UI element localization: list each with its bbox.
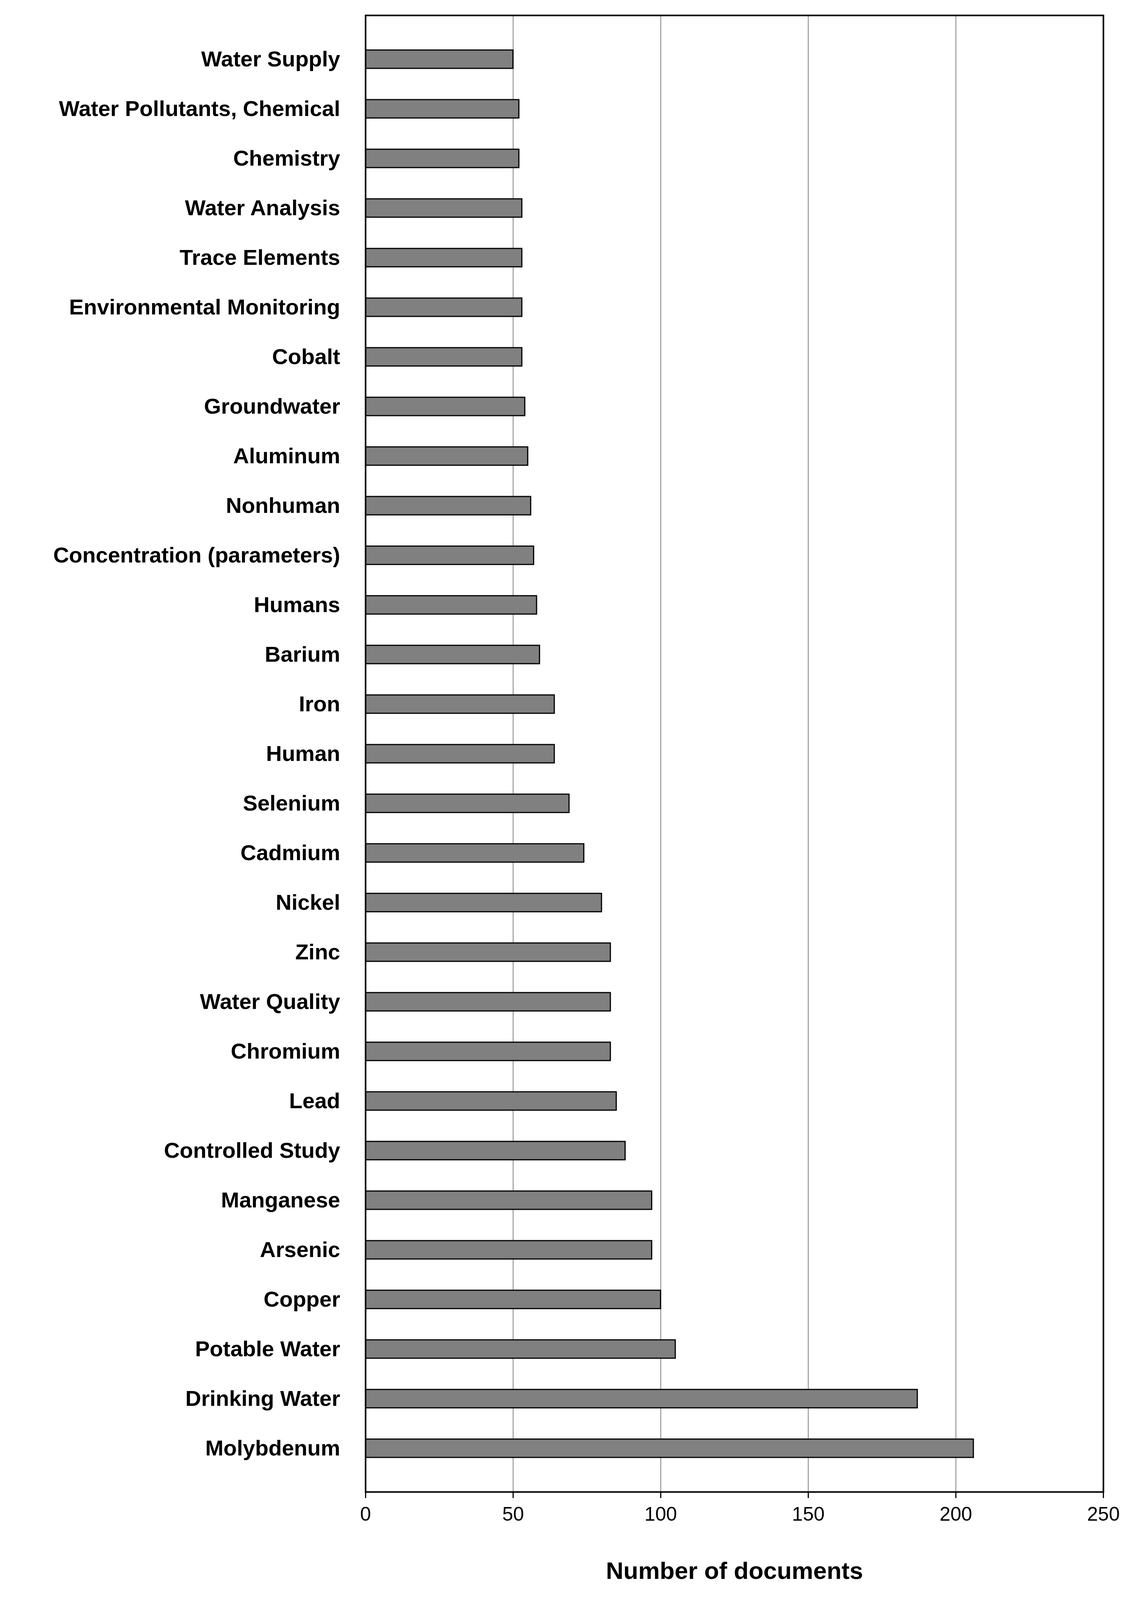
svg-text:Drinking Water: Drinking Water <box>185 1386 340 1412</box>
svg-text:Manganese: Manganese <box>221 1188 341 1213</box>
svg-text:Water Quality: Water Quality <box>200 989 341 1015</box>
svg-text:Chemistry: Chemistry <box>233 145 341 171</box>
svg-text:Groundwater: Groundwater <box>203 393 340 419</box>
svg-text:Arsenic: Arsenic <box>259 1237 340 1263</box>
svg-text:Controlled Study: Controlled Study <box>163 1138 340 1164</box>
svg-text:Number of documents: Number of documents <box>606 1557 864 1585</box>
svg-text:Barium: Barium <box>264 642 341 667</box>
svg-text:50: 50 <box>502 1503 525 1526</box>
svg-text:Human: Human <box>266 741 341 766</box>
svg-text:Water Analysis: Water Analysis <box>184 195 340 221</box>
svg-text:100: 100 <box>644 1503 677 1526</box>
svg-text:Environmental Monitoring: Environmental Monitoring <box>69 294 341 320</box>
svg-text:Cadmium: Cadmium <box>240 840 340 866</box>
svg-text:Cobalt: Cobalt <box>271 344 340 369</box>
svg-text:150: 150 <box>792 1503 825 1526</box>
svg-text:Molybdenum: Molybdenum <box>205 1436 340 1461</box>
svg-text:Concentration (parameters): Concentration (parameters) <box>53 542 340 568</box>
svg-text:Zinc: Zinc <box>295 939 340 965</box>
svg-text:200: 200 <box>939 1503 972 1526</box>
svg-text:Nickel: Nickel <box>275 890 341 915</box>
svg-text:Water Pollutants, Chemical: Water Pollutants, Chemical <box>59 96 341 121</box>
svg-text:Water Supply: Water Supply <box>201 46 341 72</box>
svg-text:Iron: Iron <box>298 691 341 717</box>
svg-text:Trace Elements: Trace Elements <box>179 245 341 270</box>
svg-text:Lead: Lead <box>289 1088 341 1114</box>
svg-text:250: 250 <box>1087 1503 1120 1526</box>
svg-text:Copper: Copper <box>263 1287 341 1312</box>
svg-text:Humans: Humans <box>254 592 341 618</box>
svg-text:Selenium: Selenium <box>243 790 341 816</box>
svg-text:Potable Water: Potable Water <box>195 1336 340 1362</box>
svg-text:Nonhuman: Nonhuman <box>225 493 340 518</box>
svg-text:Aluminum: Aluminum <box>233 443 341 469</box>
svg-text:Chromium: Chromium <box>230 1039 341 1064</box>
svg-text:0: 0 <box>360 1503 372 1526</box>
